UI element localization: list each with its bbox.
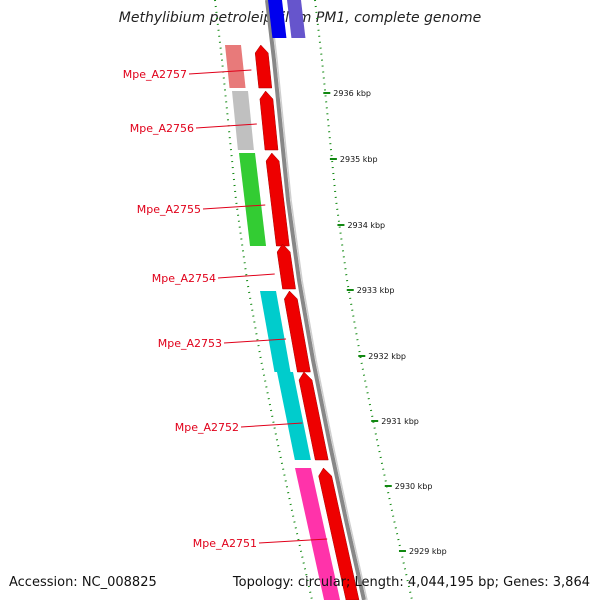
gene-leader-mpe_a2756 <box>195 123 257 129</box>
gene-block-mpe_a2755 <box>239 153 267 246</box>
gene-arrow-mpe_a2755 <box>265 152 290 247</box>
gene-arrow-mpe_a2753 <box>284 290 311 373</box>
genome-backbone <box>265 0 368 600</box>
gene-block-top-purple <box>287 0 306 38</box>
gene-label-mpe_a2752: Mpe_A2752 <box>175 421 239 434</box>
gene-leader-mpe_a2754 <box>217 273 275 279</box>
gene-label-mpe_a2753: Mpe_A2753 <box>158 337 222 350</box>
kbp-label: 2933 kbp <box>357 286 395 295</box>
gene-block-mpe_a2757 <box>225 45 246 88</box>
gene-label-leaders <box>188 69 328 544</box>
kbp-label: 2931 kbp <box>381 417 419 426</box>
gene-block-mpe_a2753 <box>260 291 291 372</box>
gene-label-mpe_a2756: Mpe_A2756 <box>130 122 194 135</box>
genome-summary: Topology: circular; Length: 4,044,195 bp… <box>232 575 590 590</box>
gene-label-mpe_a2751: Mpe_A2751 <box>193 537 257 550</box>
kbp-label: 2930 kbp <box>395 482 433 491</box>
gene-arrow-mpe_a2757 <box>254 44 273 89</box>
gene-block-mpe_a2752 <box>277 372 311 460</box>
kbp-label: 2934 kbp <box>347 221 385 230</box>
gene-leader-mpe_a2751 <box>258 538 328 544</box>
top-partial-genes <box>268 0 306 38</box>
gene-arrow-mpe_a2756 <box>259 90 279 151</box>
kbp-label: 2932 kbp <box>368 352 406 361</box>
gene-block-mpe_a2751 <box>295 468 341 600</box>
gene-block-top-blue <box>268 0 287 38</box>
gene-labels: Mpe_A2757 Mpe_A2756 Mpe_A2755 Mpe_A2754 Mpe_… <box>123 68 257 550</box>
colored-gene-track <box>225 45 341 600</box>
backbone-line <box>265 0 366 600</box>
gene-arrow-mpe_a2752 <box>298 371 329 461</box>
kbp-label: 2929 kbp <box>409 547 447 556</box>
kbp-scale: 2936 kbp 2935 kbp 2934 kbp 2933 kbp 2932 kbp… <box>323 89 447 556</box>
gene-leader-mpe_a2752 <box>240 422 303 428</box>
gene-block-mpe_a2756 <box>232 91 254 150</box>
gene-label-mpe_a2754: Mpe_A2754 <box>152 272 216 285</box>
backbone-highlight <box>269 0 368 600</box>
gene-arrow-mpe_a2751 <box>318 467 360 600</box>
gene-leader-mpe_a2755 <box>202 204 266 210</box>
kbp-label: 2936 kbp <box>333 89 371 98</box>
gene-leader-mpe_a2753 <box>223 338 287 344</box>
red-gene-track <box>254 44 360 600</box>
kbp-label: 2935 kbp <box>340 155 378 164</box>
gene-arrow-mpe_a2754 <box>276 243 296 290</box>
gene-label-mpe_a2757: Mpe_A2757 <box>123 68 187 81</box>
accession-text: Accession: NC_008825 <box>9 575 157 590</box>
gene-leader-mpe_a2757 <box>188 69 252 75</box>
gene-label-mpe_a2755: Mpe_A2755 <box>137 203 201 216</box>
